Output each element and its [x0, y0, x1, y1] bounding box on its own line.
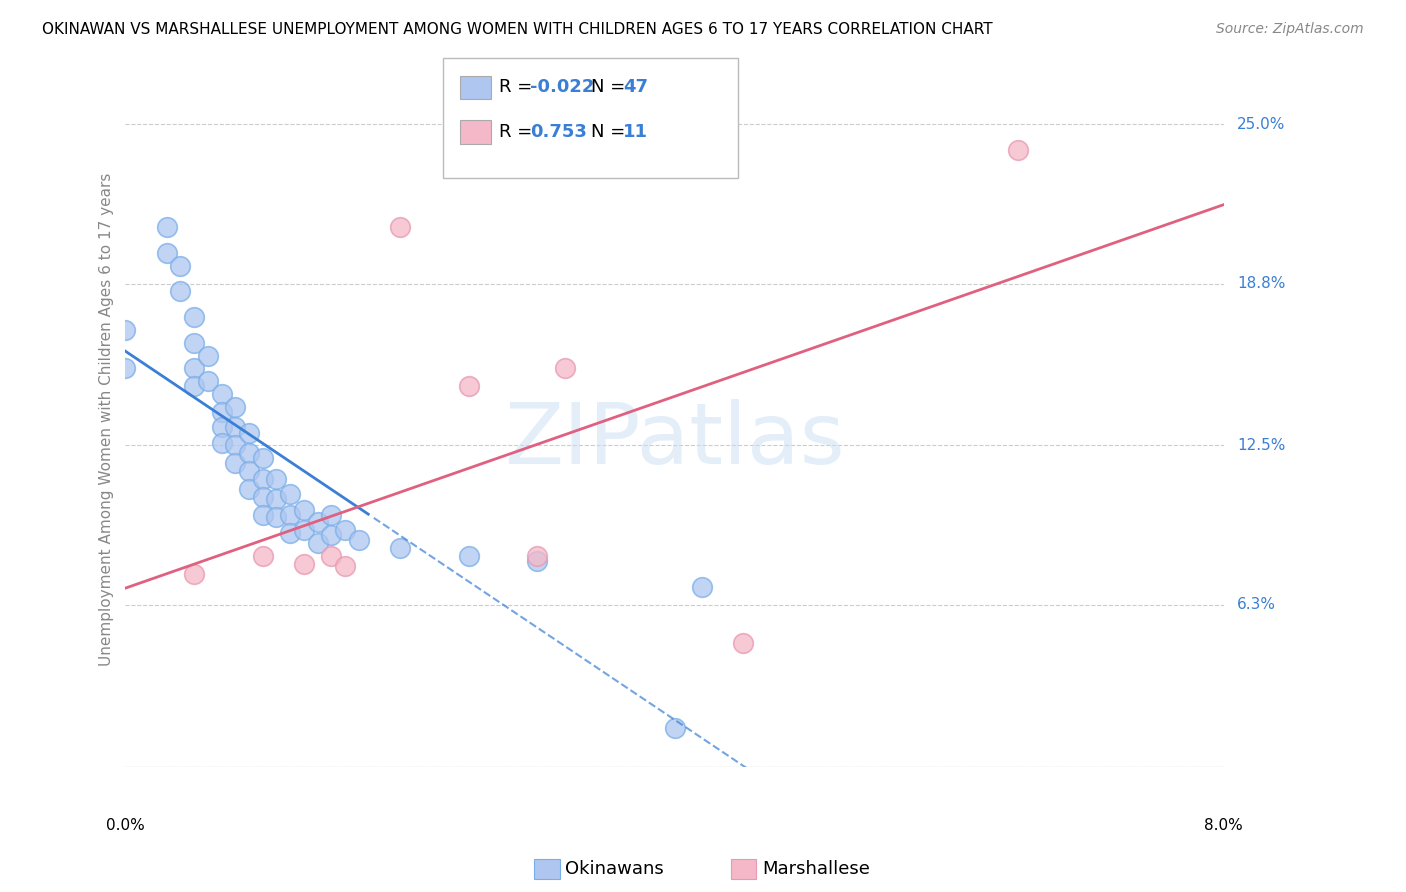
Point [224, 420, 246, 434]
Point [183, 379, 205, 393]
Point [333, 559, 356, 574]
Point [252, 508, 274, 522]
Point [252, 490, 274, 504]
Point [457, 549, 479, 563]
Point [183, 310, 205, 324]
Text: Okinawans: Okinawans [565, 860, 664, 878]
Point [388, 220, 411, 235]
Point [183, 335, 205, 350]
Text: 0.0%: 0.0% [105, 818, 145, 833]
Point [211, 435, 233, 450]
Point [169, 285, 191, 299]
Point [252, 549, 274, 563]
Y-axis label: Unemployment Among Women with Children Ages 6 to 17 years: Unemployment Among Women with Children A… [100, 173, 114, 666]
Point [690, 580, 713, 594]
Point [211, 420, 233, 434]
Point [224, 400, 246, 414]
Point [347, 533, 370, 548]
Point [526, 554, 548, 568]
Point [292, 523, 315, 537]
Point [278, 487, 301, 501]
Text: 12.5%: 12.5% [1237, 438, 1285, 453]
Point [197, 374, 219, 388]
Text: 18.8%: 18.8% [1237, 277, 1285, 291]
Text: 11: 11 [623, 123, 648, 141]
Text: 25.0%: 25.0% [1237, 117, 1285, 132]
Point [457, 379, 479, 393]
Text: ZIPatlas: ZIPatlas [505, 399, 845, 482]
Point [278, 525, 301, 540]
Point [156, 245, 179, 260]
Text: Marshallese: Marshallese [762, 860, 870, 878]
Point [321, 549, 343, 563]
Point [1007, 143, 1029, 157]
Point [266, 510, 288, 524]
Point [266, 492, 288, 507]
Point [238, 425, 260, 440]
Point [211, 405, 233, 419]
Point [169, 259, 191, 273]
Text: 8.0%: 8.0% [1204, 818, 1243, 833]
Text: R =: R = [499, 78, 538, 96]
Point [321, 508, 343, 522]
Point [554, 361, 576, 376]
Point [321, 528, 343, 542]
Point [307, 536, 329, 550]
Point [252, 451, 274, 466]
Point [224, 457, 246, 471]
Point [307, 516, 329, 530]
Text: R =: R = [499, 123, 538, 141]
Text: N =: N = [591, 123, 630, 141]
Point [526, 549, 548, 563]
Point [114, 361, 136, 376]
Point [183, 566, 205, 581]
Point [114, 323, 136, 337]
Point [211, 387, 233, 401]
Text: 0.753: 0.753 [530, 123, 586, 141]
Point [266, 472, 288, 486]
Text: -0.022: -0.022 [530, 78, 595, 96]
Text: 47: 47 [623, 78, 648, 96]
Point [733, 636, 755, 650]
Point [292, 557, 315, 571]
Point [333, 523, 356, 537]
Point [197, 349, 219, 363]
Point [388, 541, 411, 556]
Text: Source: ZipAtlas.com: Source: ZipAtlas.com [1216, 22, 1364, 37]
Point [224, 438, 246, 452]
Point [156, 220, 179, 235]
Point [292, 502, 315, 516]
Text: 6.3%: 6.3% [1237, 598, 1277, 612]
Point [238, 464, 260, 478]
Point [183, 361, 205, 376]
Point [252, 472, 274, 486]
Point [278, 508, 301, 522]
Point [664, 721, 686, 735]
Text: OKINAWAN VS MARSHALLESE UNEMPLOYMENT AMONG WOMEN WITH CHILDREN AGES 6 TO 17 YEAR: OKINAWAN VS MARSHALLESE UNEMPLOYMENT AMO… [42, 22, 993, 37]
Text: N =: N = [591, 78, 630, 96]
Point [238, 446, 260, 460]
Point [238, 482, 260, 496]
